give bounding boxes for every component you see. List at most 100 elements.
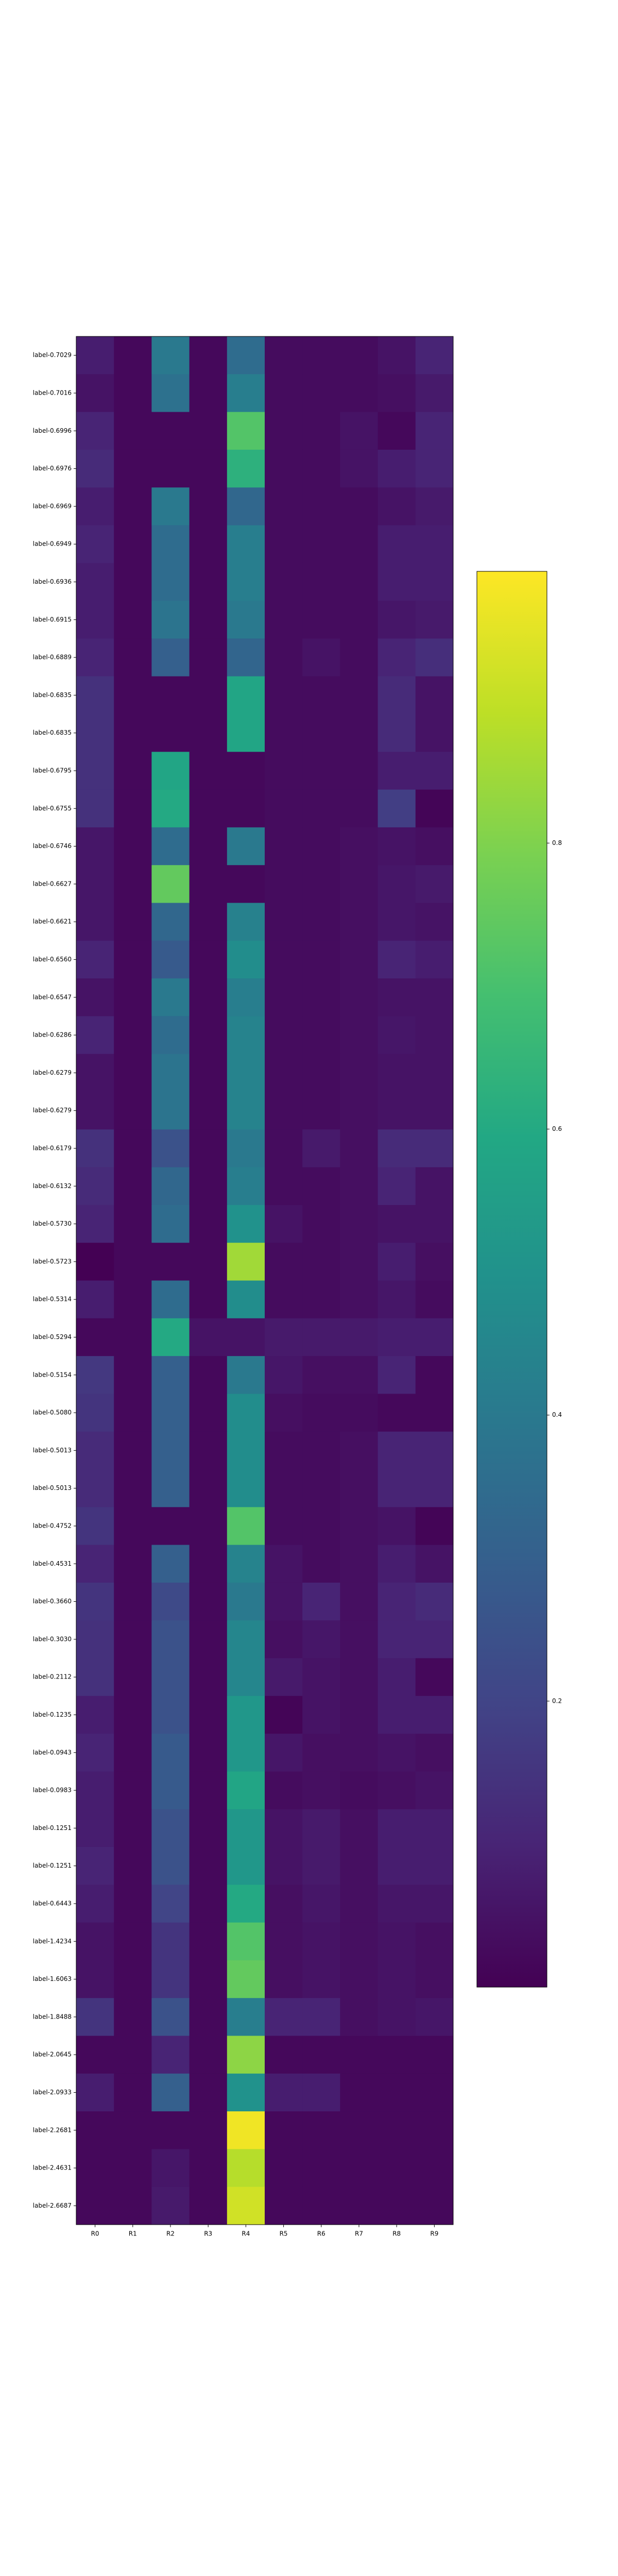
heatmap-cell — [151, 1318, 190, 1357]
heatmap-cell — [340, 601, 379, 639]
heatmap-cell — [415, 1205, 454, 1243]
heatmap-cell — [377, 865, 416, 903]
heatmap-cell — [415, 1734, 454, 1772]
heatmap-cell — [189, 2149, 228, 2188]
heatmap-cell — [227, 865, 265, 903]
heatmap-cell — [265, 2187, 303, 2225]
y-tick-label: label-0.2112 — [33, 1673, 72, 1681]
heatmap-cell — [189, 1507, 228, 1546]
heatmap-cell — [377, 1394, 416, 1432]
heatmap-cell — [302, 1507, 340, 1546]
heatmap-cell — [114, 1280, 152, 1319]
y-tick-label: label-0.5080 — [33, 1409, 72, 1416]
heatmap-cell — [114, 1394, 152, 1432]
heatmap-cell — [302, 1469, 340, 1507]
heatmap-cell — [377, 1243, 416, 1281]
heatmap-cell — [377, 1620, 416, 1658]
heatmap-cell — [189, 978, 228, 1016]
heatmap-cell — [340, 2036, 379, 2074]
y-tick-label: label-0.5013 — [33, 1447, 72, 1454]
heatmap-cell — [340, 1847, 379, 1885]
heatmap-cell — [151, 449, 190, 488]
heatmap-cell — [76, 525, 114, 564]
heatmap-cell — [265, 1318, 303, 1357]
heatmap-cell — [415, 714, 454, 752]
heatmap-cell — [76, 676, 114, 715]
heatmap-cell — [340, 676, 379, 715]
heatmap-cell — [151, 412, 190, 450]
heatmap-cell — [76, 2073, 114, 2112]
heatmap-cell — [377, 1092, 416, 1130]
heatmap-cell — [189, 827, 228, 866]
heatmap-cell — [415, 1658, 454, 1697]
heatmap-cell — [377, 1016, 416, 1055]
heatmap-cell — [302, 1205, 340, 1243]
heatmap-cell — [114, 1885, 152, 1923]
heatmap-cell — [377, 336, 416, 375]
heatmap-cell — [265, 525, 303, 564]
heatmap-cell — [377, 1129, 416, 1168]
heatmap-cell — [76, 2149, 114, 2188]
heatmap-cell — [377, 1469, 416, 1507]
y-tick-label: label-0.0983 — [33, 1787, 72, 1794]
y-tick-label: label-0.6286 — [33, 1031, 72, 1039]
heatmap-cell — [340, 827, 379, 866]
heatmap-cell — [189, 1054, 228, 1092]
heatmap-cell — [415, 1960, 454, 1998]
heatmap-cell — [265, 1620, 303, 1658]
heatmap-cell — [227, 2036, 265, 2074]
heatmap-cell — [340, 1734, 379, 1772]
heatmap-cell — [227, 1696, 265, 1734]
heatmap-cell — [227, 487, 265, 526]
heatmap-cell — [415, 1545, 454, 1583]
heatmap-cell — [227, 1998, 265, 2036]
heatmap-cell — [302, 487, 340, 526]
heatmap-cell — [151, 638, 190, 677]
heatmap-cell — [76, 1092, 114, 1130]
heatmap-cell — [151, 1620, 190, 1658]
colorbar-tick-label: 0.8 — [552, 839, 562, 846]
heatmap-cell — [227, 1771, 265, 1810]
x-tick-label: R6 — [317, 2230, 325, 2238]
heatmap-cell — [415, 752, 454, 790]
heatmap-cell — [340, 563, 379, 601]
heatmap-cell — [340, 1885, 379, 1923]
heatmap-cell — [114, 1734, 152, 1772]
heatmap-cell — [189, 2073, 228, 2112]
heatmap-cell — [189, 1356, 228, 1394]
heatmap-cell — [114, 752, 152, 790]
heatmap-cell — [151, 2187, 190, 2225]
heatmap-cell — [302, 1885, 340, 1923]
heatmap-cell — [227, 1318, 265, 1357]
heatmap-cell — [340, 2111, 379, 2149]
heatmap-cell — [151, 752, 190, 790]
y-tick-label: label-2.2681 — [33, 2126, 72, 2133]
heatmap-cell — [76, 1469, 114, 1507]
heatmap-cell — [114, 1545, 152, 1583]
heatmap-cell — [114, 1092, 152, 1130]
heatmap-cell — [265, 1243, 303, 1281]
heatmap-cell — [189, 1092, 228, 1130]
heatmap-cell — [415, 1280, 454, 1319]
heatmap-cell — [114, 563, 152, 601]
heatmap-cell — [189, 865, 228, 903]
heatmap-cell — [76, 940, 114, 979]
heatmap-cell — [151, 1431, 190, 1470]
heatmap-cell — [151, 1280, 190, 1319]
heatmap-cell — [189, 525, 228, 564]
y-tick-label: label-1.8488 — [33, 2013, 72, 2020]
heatmap-cell — [227, 827, 265, 866]
heatmap-cell — [189, 1582, 228, 1621]
heatmap-cell — [189, 1734, 228, 1772]
heatmap-cell — [302, 1998, 340, 2036]
heatmap-cell — [151, 827, 190, 866]
heatmap-cell — [265, 1658, 303, 1697]
heatmap-cell — [377, 676, 416, 715]
heatmap-cell — [189, 336, 228, 375]
heatmap-cell — [189, 1771, 228, 1810]
heatmap-cell — [340, 1054, 379, 1092]
heatmap-cell — [415, 449, 454, 488]
heatmap-cell — [340, 1318, 379, 1357]
heatmap-cell — [189, 752, 228, 790]
heatmap-cell — [340, 903, 379, 941]
